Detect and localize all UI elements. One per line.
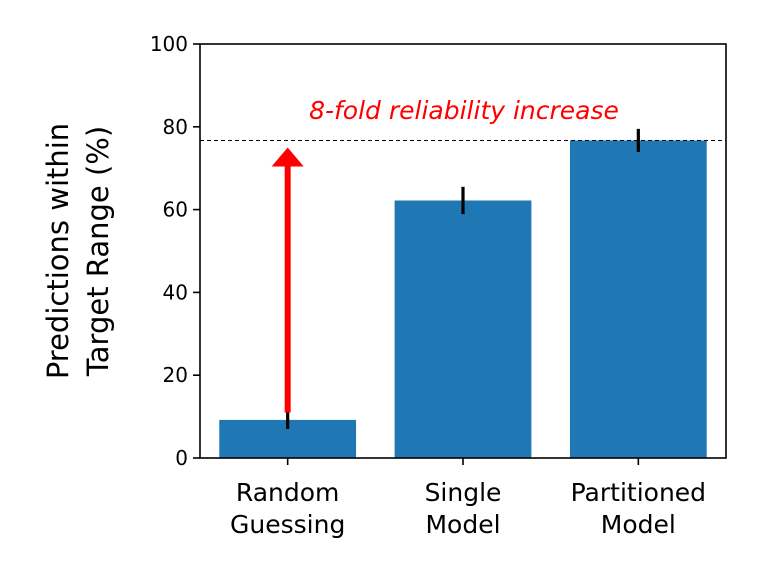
y-tick-label: 100 <box>150 32 188 56</box>
x-axis-ticks: Random Guessing Single Model Partitioned Mode… <box>230 458 706 539</box>
y-axis-ticks: 0 20 40 60 80 100 <box>150 32 200 470</box>
annotation-text: 8-fold reliability increase <box>309 96 619 125</box>
y-axis-label: Predictions within Target Range (%) <box>41 123 115 379</box>
y-tick-label: 80 <box>163 115 188 139</box>
y-tick-label: 60 <box>163 198 188 222</box>
arrow-head <box>271 147 304 167</box>
y-tick-label: 40 <box>163 280 188 304</box>
y-tick-label: 20 <box>163 363 188 387</box>
bar-2 <box>569 140 707 458</box>
y-tick-label: 0 <box>175 446 188 470</box>
bar-1 <box>394 200 532 458</box>
error-bars-layer <box>286 128 640 430</box>
arrow-layer <box>271 147 304 413</box>
x-tick-label-0: Random Guessing <box>230 478 345 539</box>
y-axis-label-line-0: Predictions within <box>41 123 75 379</box>
x-tick-label-2: Partitioned Model <box>571 478 706 539</box>
x-tick-label-1: Single Model <box>425 478 502 539</box>
y-axis-label-line-1: Target Range (%) <box>81 126 115 377</box>
bars-layer <box>219 140 707 458</box>
